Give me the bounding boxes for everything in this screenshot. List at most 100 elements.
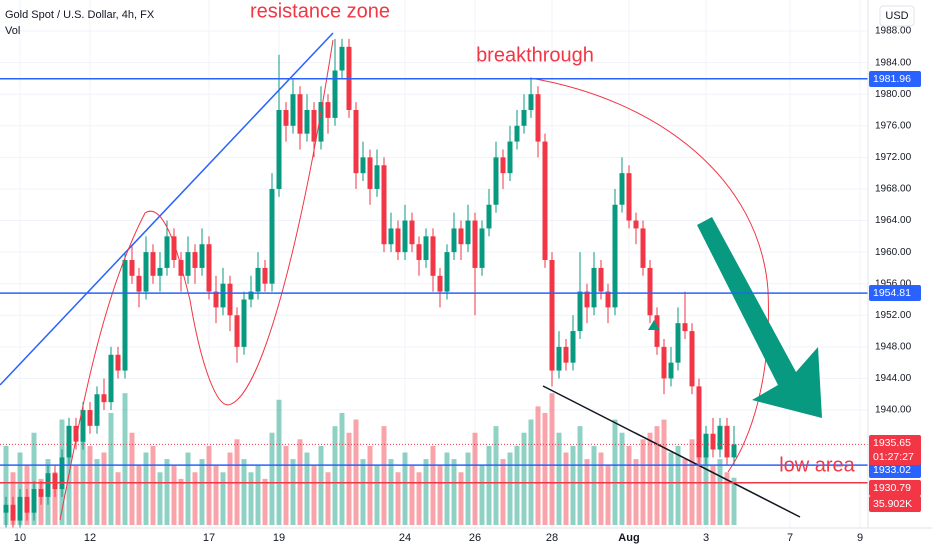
candle-body xyxy=(668,362,674,379)
volume-bar xyxy=(430,445,436,525)
candle-body xyxy=(3,504,9,513)
y-tick-label: 1940.00 xyxy=(875,405,912,416)
currency-box[interactable] xyxy=(879,5,915,27)
candle-body xyxy=(115,354,121,371)
candle-body xyxy=(241,299,247,347)
volume-bar xyxy=(150,445,156,525)
volume-bar xyxy=(598,452,604,525)
volume-bar xyxy=(318,445,324,525)
volume-bar xyxy=(283,445,289,525)
candle-body xyxy=(675,323,681,363)
x-tick-label: 3 xyxy=(703,532,709,544)
candle-body xyxy=(381,165,387,245)
candle-body xyxy=(353,109,359,174)
level-label-box xyxy=(869,462,921,478)
volume-bar xyxy=(143,452,149,525)
volume-bar xyxy=(360,459,366,525)
volume-bar xyxy=(605,465,611,525)
y-tick-label: 1944.00 xyxy=(875,373,912,384)
candle-body xyxy=(654,315,660,347)
level-label: 1981.96 xyxy=(873,73,911,85)
candle-body xyxy=(528,94,534,110)
volume-bar xyxy=(570,445,576,525)
candle-body xyxy=(129,260,135,276)
volume-bar xyxy=(654,426,660,525)
volume-bar xyxy=(437,465,443,525)
curve xyxy=(59,39,334,521)
candle-body xyxy=(388,228,394,245)
candle-body xyxy=(59,457,65,489)
candle-body xyxy=(325,102,331,118)
currency[interactable]: USD xyxy=(885,10,908,22)
candle-body xyxy=(164,236,170,268)
volume-bar xyxy=(73,465,79,525)
x-tick-label: 28 xyxy=(546,532,558,544)
volume-bar xyxy=(367,445,373,525)
candle-body xyxy=(80,410,86,442)
volume-bar xyxy=(710,465,716,525)
volume-bar xyxy=(479,465,485,525)
price-labels: 1981.96 1954.81 1933.02 1930.79 1935.65 01:27… xyxy=(869,71,921,512)
candle-body xyxy=(661,346,667,379)
y-tick-label: 1976.00 xyxy=(875,120,912,131)
candle-body xyxy=(542,141,548,261)
y-tick-label: 1988.00 xyxy=(875,26,912,37)
volume-bar xyxy=(332,426,338,525)
x-tick-label: 24 xyxy=(399,532,411,544)
candle-body xyxy=(577,291,583,332)
volume-bar xyxy=(136,465,142,525)
volume-bar xyxy=(157,472,163,525)
candle-body xyxy=(248,291,254,300)
last-price-box xyxy=(869,435,921,465)
candle-body xyxy=(493,157,499,205)
volume-bar xyxy=(703,445,709,525)
volume-bar xyxy=(682,459,688,525)
volume-bar xyxy=(192,472,198,525)
y-tick-label: 1952.00 xyxy=(875,310,912,321)
level-label-box xyxy=(869,480,921,496)
volume-bar xyxy=(451,459,457,525)
volume-bar xyxy=(115,472,121,525)
grid-layer xyxy=(0,0,868,528)
y-tick-label: 1980.00 xyxy=(875,89,912,100)
candle-body xyxy=(633,220,639,229)
candle-body xyxy=(332,70,338,118)
volume-bar xyxy=(17,452,23,525)
volume-bar xyxy=(556,432,562,525)
level-label-box xyxy=(869,285,921,301)
candle-body xyxy=(626,173,632,221)
trend-line xyxy=(0,32,334,386)
volume-bar xyxy=(633,459,639,525)
candle-body xyxy=(647,267,653,316)
candle-body xyxy=(605,291,611,308)
volume-bar xyxy=(444,452,450,525)
candle-body xyxy=(213,291,219,308)
candle-body xyxy=(451,228,457,253)
candle-body xyxy=(591,267,597,308)
x-tick-label: 10 xyxy=(14,532,26,544)
volume-bar xyxy=(549,393,555,525)
candle-body xyxy=(297,94,303,134)
annotation: low area xyxy=(779,454,855,476)
candle-body xyxy=(409,220,415,245)
candle-body xyxy=(465,220,471,245)
volume-bar xyxy=(507,452,513,525)
volume-bar xyxy=(164,459,170,525)
candle-body xyxy=(206,244,212,292)
candle-body xyxy=(150,252,156,276)
candle-body xyxy=(171,236,177,261)
volume-bar xyxy=(94,459,100,525)
volume-bar xyxy=(213,465,219,525)
volume-bar xyxy=(514,445,520,525)
candle-body xyxy=(423,236,429,261)
volume-bar xyxy=(668,452,674,525)
volume-bar xyxy=(171,465,177,525)
volume-bar xyxy=(248,472,254,525)
candle-body xyxy=(640,228,646,268)
candle-body xyxy=(38,488,44,497)
candle-body xyxy=(549,260,555,371)
volume-bar xyxy=(500,459,506,525)
volume-bar xyxy=(346,432,352,525)
